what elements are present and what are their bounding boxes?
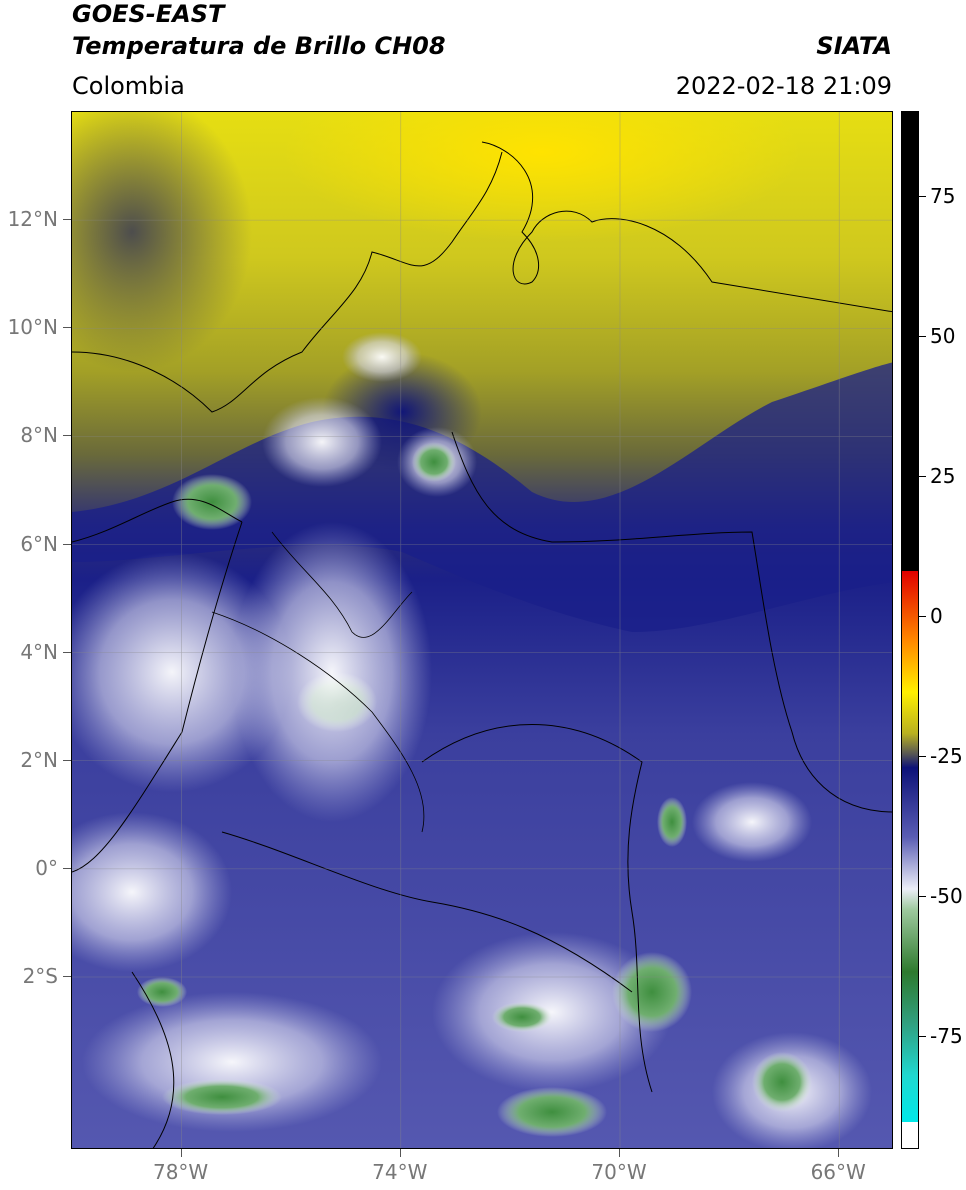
cold-cloud-green (162, 1079, 282, 1115)
lat-tick (63, 651, 71, 653)
colorbar-tick (919, 336, 926, 337)
storm-white (262, 397, 382, 487)
colorbar-tick (919, 756, 926, 757)
colorbar-tick (919, 896, 926, 897)
coastline (72, 498, 243, 543)
cloud-white (72, 552, 292, 792)
graticule (72, 112, 892, 1148)
lat-tick-label: 8°N (20, 423, 58, 448)
lat-tick (63, 976, 71, 977)
cold-cloud-green (412, 442, 456, 482)
title-product: Temperatura de Brillo CH08 (72, 32, 446, 60)
colorbar-tick (919, 616, 926, 617)
cold-cloud-green (612, 952, 692, 1032)
country-border (131, 971, 175, 1148)
department-border (271, 531, 413, 638)
dry-gray-region (72, 112, 252, 372)
lat-tick (63, 543, 71, 545)
lon-tick (619, 1149, 620, 1157)
lon-tick-label: 74°W (372, 1160, 428, 1184)
colorbar-tick (919, 476, 926, 477)
lat-tick (63, 219, 71, 221)
coastline (481, 141, 892, 313)
cloud-white (232, 522, 432, 822)
lat-tick (63, 435, 71, 437)
lon-tick (180, 1149, 182, 1157)
lat-tick-label: 12°N (7, 207, 58, 232)
datetime-label: 2022-02-18 21:09 (675, 72, 892, 100)
department-border (211, 611, 425, 833)
coastline (72, 521, 243, 873)
cold-cloud-green (137, 977, 187, 1007)
cloud-white (432, 932, 672, 1092)
lon-tick-label: 70°W (591, 1160, 647, 1184)
colorbar (901, 111, 919, 1149)
region-label: Colombia (72, 72, 185, 100)
lat-tick-label: 10°N (7, 315, 58, 340)
satellite-map[interactable] (71, 111, 893, 1149)
lat-tick (63, 759, 71, 761)
country-border (221, 831, 633, 993)
source-label: SIATA (816, 32, 892, 60)
cold-cloud-green (497, 1087, 607, 1137)
cloud-white (72, 812, 232, 972)
title-satellite: GOES-EAST (72, 0, 225, 28)
cloud-white (692, 782, 812, 862)
lat-tick (63, 867, 71, 869)
colorbar-tick-label: 25 (930, 464, 956, 488)
lat-tick-label: 2°S (22, 964, 58, 988)
colorbar-tick-label: 50 (930, 324, 956, 348)
lon-tick-label: 66°W (810, 1160, 866, 1184)
cold-cloud-green (657, 797, 687, 847)
colorbar-tick-label: 75 (930, 184, 956, 208)
country-border (421, 724, 653, 1093)
colorbar-tick (919, 196, 926, 197)
cloud-white (82, 992, 382, 1132)
colorbar-tick-label: -75 (930, 1024, 963, 1048)
country-border (451, 431, 892, 813)
lat-tick-label: 6°N (20, 531, 58, 556)
colorbar-tick-label: 0 (930, 604, 943, 628)
cold-cloud-green (752, 1052, 812, 1112)
moist-band (72, 362, 892, 632)
lat-tick-label: 0° (35, 855, 58, 880)
dry-air-region (282, 112, 802, 242)
lat-tick (63, 327, 71, 329)
colorbar-tick (919, 1036, 926, 1037)
colorbar-tick-label: -50 (930, 884, 963, 908)
cold-cloud-green (492, 1002, 552, 1032)
lat-tick-label: 2°N (20, 747, 58, 772)
lon-tick-label: 78°W (152, 1160, 209, 1184)
storm-white (342, 332, 422, 382)
brightness-temperature-image (72, 112, 892, 1148)
cold-cloud-green (172, 474, 252, 530)
colorbar-gradient (902, 112, 918, 1148)
colorbar-tick-label: -25 (930, 744, 963, 768)
coastline (72, 151, 503, 413)
lon-tick (838, 1149, 840, 1157)
lat-tick-label: 4°N (20, 639, 58, 664)
lon-tick (399, 1149, 401, 1157)
